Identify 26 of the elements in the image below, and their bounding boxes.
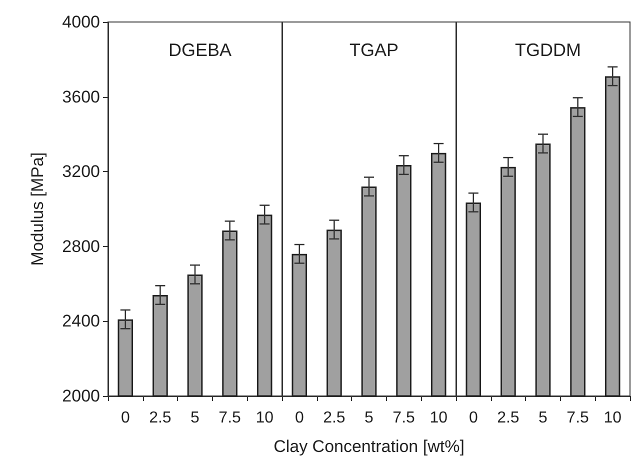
text: TGAP (349, 40, 399, 60)
x-tick-label: 7.5 (566, 410, 590, 426)
x-tick-label: 2.5 (149, 410, 172, 426)
x-tick-label: 10 (256, 410, 274, 426)
y-tick-label: 3200 (62, 162, 100, 182)
x-tick-label: 10 (430, 410, 448, 426)
y-tick-label: 2400 (62, 312, 100, 331)
text: TGDDM (515, 40, 581, 60)
x-tick-label: 0 (468, 410, 478, 426)
y-tick-label: 3600 (62, 87, 100, 106)
x-tick-label: 0 (120, 410, 130, 426)
x-tick-label: 5 (364, 410, 374, 426)
y-tick-label: 2000 (62, 386, 100, 406)
x-tick-label: 7.5 (218, 410, 242, 426)
y-axis-title: Modulus [MPa] (28, 152, 47, 266)
x-tick-label: 5 (190, 410, 200, 426)
y-tick-label: 2800 (62, 236, 100, 256)
x-tick-label: 0 (294, 410, 304, 426)
x-tick-label: 2.5 (497, 410, 520, 426)
x-tick-label: 5 (538, 410, 548, 426)
x-tick-label: 2.5 (323, 410, 346, 426)
y-tick-label: 4000 (62, 12, 100, 32)
x-axis-title: Clay Concentration [wt%] (274, 437, 464, 456)
x-tick-label: 7.5 (392, 410, 416, 426)
x-tick-label: 10 (604, 410, 622, 426)
text: DGEBA (168, 40, 232, 60)
